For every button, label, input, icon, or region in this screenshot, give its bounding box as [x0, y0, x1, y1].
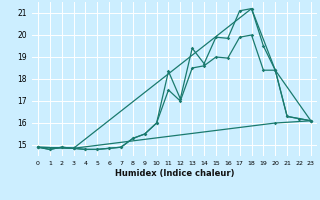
- X-axis label: Humidex (Indice chaleur): Humidex (Indice chaleur): [115, 169, 234, 178]
